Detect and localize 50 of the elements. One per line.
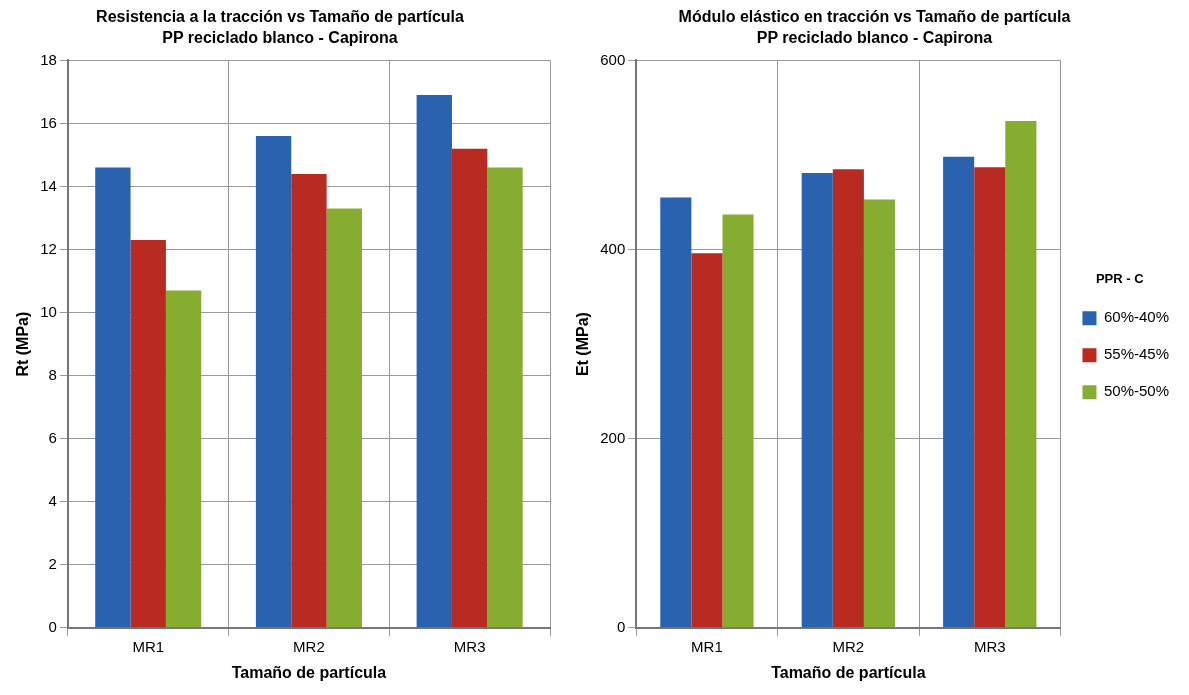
y-tick-label: 600 [600,50,626,68]
bar [691,253,723,628]
y-tick-label: 0 [48,617,57,635]
chart-subtitle: PP reciclado blanco - Capirona [162,29,398,47]
x-axis-title: Tamaño de partícula [771,663,926,681]
y-tick-label: 16 [40,113,57,131]
y-axis-title: Rt (MPa) [14,311,32,377]
x-tick-label: MR1 [691,637,723,655]
y-tick-label: 4 [48,491,57,509]
y-tick-label: 8 [48,365,57,383]
x-tick-label: MR2 [832,637,865,655]
bar [291,173,327,628]
y-tick-label: 12 [40,239,57,257]
bar [130,240,166,628]
legend-label: 50%-50% [1103,382,1170,400]
y-tick-label: 14 [40,176,57,194]
chart-title: Módulo elástico en tracción vs Tamaño de partícula [678,8,1071,26]
y-tick-label: 400 [600,239,626,257]
y-tick-label: 18 [40,50,57,68]
bar [660,197,692,628]
y-tick-label: 2 [48,554,57,572]
bar [416,95,452,628]
bar [722,214,754,628]
bar [487,167,523,628]
y-axis-title: Et (MPa) [574,312,592,377]
x-tick-label: MR3 [973,637,1006,655]
bar [801,172,833,628]
bar [974,167,1006,628]
bar [832,169,864,628]
x-axis-title: Tamaño de partícula [231,663,387,681]
chart-subtitle: PP reciclado blanco - Capirona [756,29,993,47]
y-tick-label: 200 [600,428,626,446]
y-tick-label: 6 [48,428,57,446]
chart-title: Resistencia a la tracción vs Tamaño de partícula [96,8,465,26]
bar [943,156,975,628]
bar [255,136,292,628]
bar [165,290,202,628]
y-tick-label: 10 [40,302,57,320]
y-tick-label: 0 [616,617,626,635]
legend-label: 55%-45% [1103,345,1170,363]
legend-label: 60%-40% [1103,308,1170,326]
bar [863,199,896,628]
bar [1005,120,1037,628]
x-tick-label: MR1 [132,637,165,655]
x-tick-label: MR2 [293,637,325,655]
bar [326,208,362,628]
x-tick-label: MR3 [453,637,486,655]
legend-title: PPR - C [1095,271,1145,287]
bar [451,148,488,628]
bar [95,167,131,628]
